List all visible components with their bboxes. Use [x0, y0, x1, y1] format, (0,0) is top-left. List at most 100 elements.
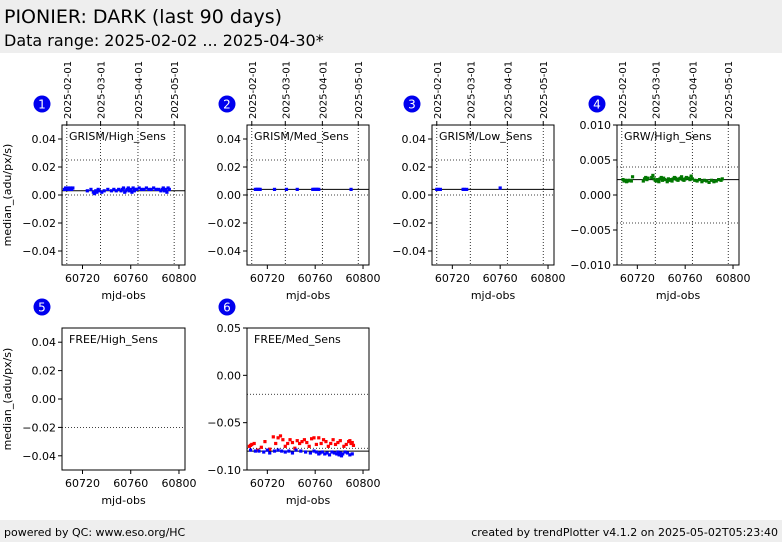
- data-point: [248, 448, 253, 452]
- y-tick-label: 0.02: [217, 161, 242, 174]
- data-point: [665, 180, 669, 184]
- data-point: [314, 442, 318, 447]
- y-tick-label: −0.04: [392, 245, 426, 258]
- data-point: [288, 438, 292, 442]
- x-tick-label: 60760: [668, 272, 703, 285]
- data-point: [165, 190, 169, 194]
- data-point: [320, 450, 324, 454]
- data-point: [167, 187, 171, 191]
- footer-credit: powered by QC: www.eso.org/HC: [4, 526, 186, 539]
- x-tick-label: 60800: [346, 477, 381, 490]
- data-point: [312, 436, 316, 440]
- data-point: [137, 186, 141, 190]
- data-point: [348, 439, 352, 443]
- date-tick-label: 2025-02-01: [433, 61, 444, 119]
- x-tick-label: 60800: [531, 272, 566, 285]
- data-point: [156, 187, 161, 191]
- panel-number: 5: [38, 301, 46, 315]
- data-point: [702, 178, 706, 182]
- data-point: [100, 190, 104, 194]
- data-point: [280, 449, 284, 453]
- y-tick-label: 0.010: [580, 119, 612, 132]
- data-point: [281, 438, 285, 442]
- data-point: [139, 187, 144, 191]
- data-point: [257, 449, 261, 453]
- data-point: [341, 452, 345, 456]
- panel-label: GRISM/Low_Sens: [439, 130, 532, 143]
- data-point: [344, 442, 348, 447]
- data-point: [345, 451, 350, 455]
- page-title: PIONIER: DARK (last 90 days): [4, 6, 283, 28]
- data-point: [325, 451, 329, 455]
- date-tick-label: 2025-03-01: [97, 61, 108, 119]
- data-point: [329, 441, 333, 446]
- data-point: [309, 437, 314, 441]
- x-axis-label: mjd-obs: [471, 289, 516, 302]
- data-point: [299, 449, 303, 453]
- data-point: [109, 189, 114, 193]
- data-point: [324, 440, 328, 444]
- data-point: [700, 180, 704, 184]
- y-tick-label: 0.04: [217, 133, 242, 146]
- date-tick-label: 2025-04-01: [134, 61, 145, 119]
- date-tick-label: 2025-05-01: [354, 61, 365, 119]
- x-axis-label: mjd-obs: [656, 289, 701, 302]
- panel-number: 6: [223, 301, 231, 315]
- data-point: [283, 450, 287, 454]
- y-tick-label: 0.00: [32, 393, 57, 406]
- data-point: [651, 173, 655, 177]
- data-point: [154, 187, 158, 191]
- y-tick-label: −0.10: [207, 464, 241, 477]
- x-tick-label: 60720: [65, 272, 100, 285]
- x-tick-label: 60760: [483, 272, 518, 285]
- data-point: [268, 451, 272, 455]
- data-point: [258, 187, 262, 191]
- date-tick-label: 2025-02-01: [618, 61, 629, 119]
- date-tick-label: 2025-03-01: [281, 61, 292, 119]
- x-tick-label: 60800: [716, 272, 751, 285]
- plot-frame: [246, 327, 370, 471]
- data-point: [95, 190, 99, 194]
- data-point: [714, 179, 718, 183]
- y-tick-label: 0.00: [217, 369, 242, 382]
- data-point: [318, 451, 322, 455]
- data-point: [268, 447, 272, 451]
- footer-generator: created by trendPlotter v4.1.2 on 2025-0…: [471, 526, 778, 539]
- data-point: [71, 186, 75, 190]
- data-point: [121, 186, 126, 190]
- data-point: [147, 187, 151, 191]
- x-tick-label: 60720: [435, 272, 470, 285]
- panel-5: 0.04 0.02 0.00 −0.02 −0.04 60720 60760 60800 mjd…: [1, 298, 196, 507]
- y-tick-label: −0.04: [22, 245, 56, 258]
- data-point: [92, 192, 97, 196]
- data-point: [272, 449, 277, 453]
- data-point: [253, 449, 257, 453]
- y-tick-label: 0.00: [32, 189, 57, 202]
- data-point: [350, 440, 354, 445]
- data-point: [332, 451, 336, 455]
- panel-number: 1: [38, 98, 46, 112]
- data-point: [656, 178, 660, 182]
- data-point: [126, 186, 130, 190]
- data-point: [283, 444, 287, 448]
- data-point: [689, 174, 693, 178]
- data-point: [695, 179, 699, 183]
- x-tick-label: 60720: [250, 272, 285, 285]
- data-point: [339, 454, 344, 458]
- data-point: [102, 189, 106, 193]
- data-point: [644, 175, 648, 180]
- plot-frame: [61, 327, 186, 471]
- page-subtitle: Data range: 2025-02-02 ... 2025-04-30*: [4, 31, 324, 50]
- data-point: [663, 178, 667, 182]
- data-point: [307, 444, 311, 448]
- data-point: [630, 175, 635, 179]
- y-tick-label: −0.02: [22, 217, 56, 230]
- data-point: [327, 453, 332, 457]
- y-tick-label: −0.005: [570, 224, 611, 237]
- data-point: [295, 187, 299, 191]
- y-tick-label: −0.02: [392, 217, 426, 230]
- data-point: [321, 438, 326, 442]
- y-tick-label: 0.005: [580, 154, 612, 167]
- data-point: [274, 441, 278, 446]
